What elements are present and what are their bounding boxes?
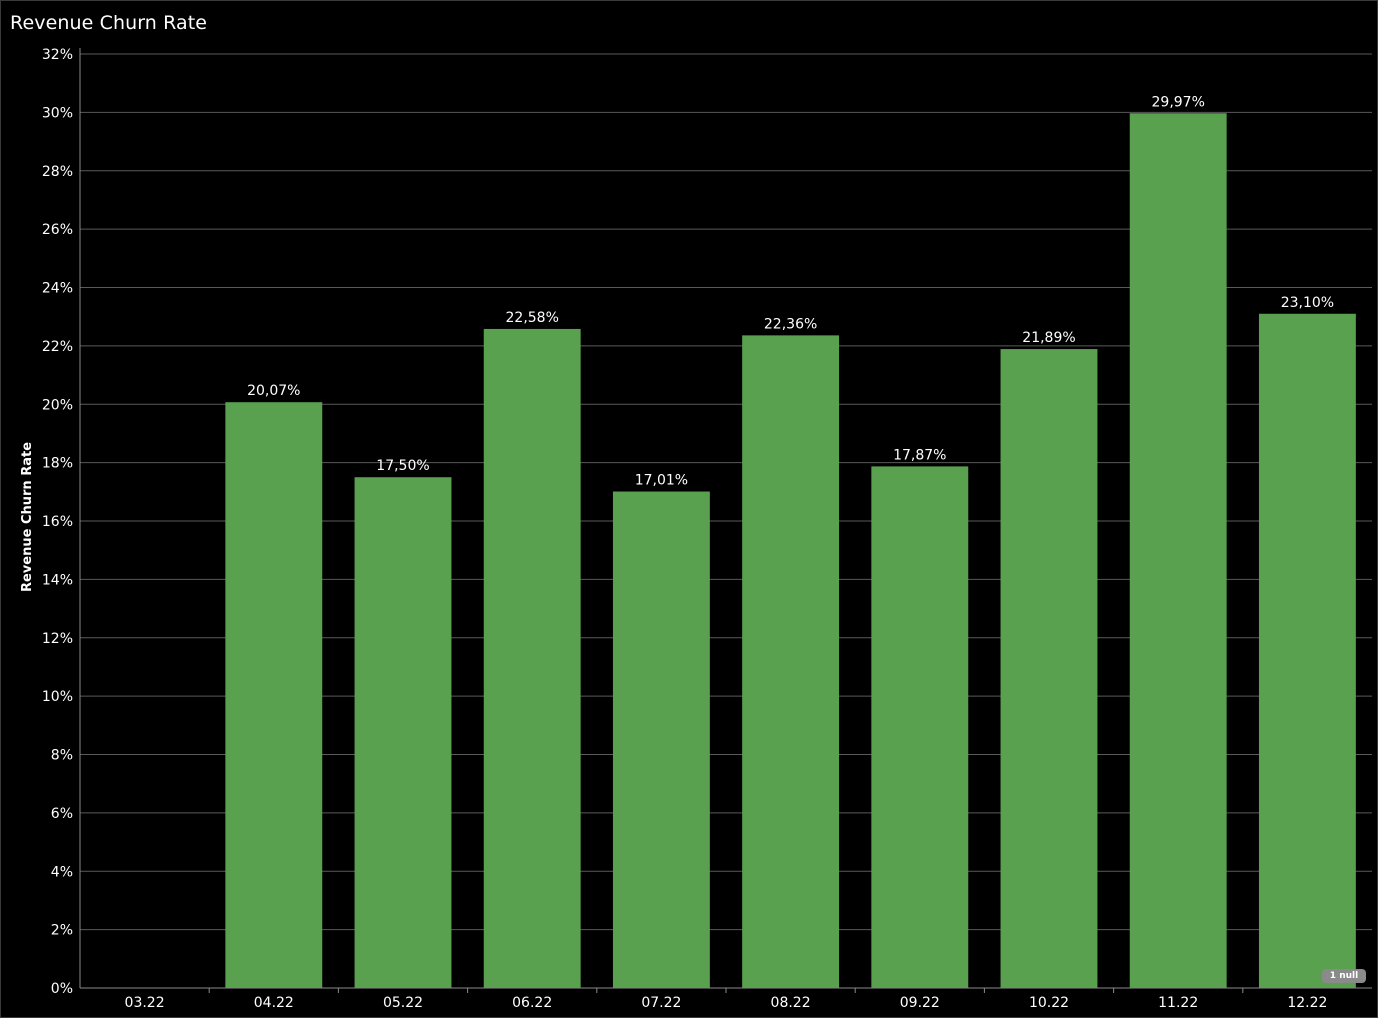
x-tick-label: 08.22 bbox=[771, 995, 811, 1011]
y-tick-label: 2% bbox=[51, 923, 73, 939]
y-tick-label: 12% bbox=[42, 631, 73, 647]
bar-value-label: 22,36% bbox=[764, 316, 817, 332]
bar-04-22[interactable] bbox=[225, 402, 323, 988]
bar-12-22[interactable] bbox=[1258, 313, 1356, 988]
bar-value-label: 22,58% bbox=[506, 310, 559, 326]
y-tick-label: 22% bbox=[42, 339, 73, 355]
y-tick-label: 0% bbox=[51, 981, 73, 997]
null-count-badge[interactable]: 1 null bbox=[1322, 969, 1366, 983]
bar-value-label: 21,89% bbox=[1022, 330, 1075, 346]
y-tick-label: 6% bbox=[51, 806, 73, 822]
x-tick-label: 09.22 bbox=[900, 995, 940, 1011]
y-tick-label: 30% bbox=[42, 105, 73, 121]
chart-title: Revenue Churn Rate bbox=[10, 12, 208, 34]
y-tick-label: 26% bbox=[42, 222, 73, 238]
y-tick-label: 28% bbox=[42, 164, 73, 180]
y-tick-label: 24% bbox=[42, 281, 73, 297]
bar-value-label: 23,10% bbox=[1281, 295, 1334, 311]
x-tick-label: 07.22 bbox=[641, 995, 681, 1011]
x-tick-label: 11.22 bbox=[1158, 995, 1198, 1011]
bar-07-22[interactable] bbox=[612, 491, 710, 988]
bar-value-label: 17,87% bbox=[893, 447, 946, 463]
bar-08-22[interactable] bbox=[742, 335, 840, 988]
y-tick-label: 8% bbox=[51, 748, 73, 764]
y-axis-title: Revenue Churn Rate bbox=[20, 442, 35, 592]
bar-09-22[interactable] bbox=[871, 466, 969, 988]
y-tick-label: 20% bbox=[42, 397, 73, 413]
x-tick-label: 12.22 bbox=[1287, 995, 1327, 1011]
bar-06-22[interactable] bbox=[483, 328, 581, 988]
bar-value-label: 20,07% bbox=[247, 383, 300, 399]
x-tick-label: 04.22 bbox=[254, 995, 294, 1011]
bar-value-labels: 20,07% 17,50% 22,58% 17,01% 22,36% 17,87% 21,8… bbox=[247, 94, 1334, 488]
x-tick-label: 05.22 bbox=[383, 995, 423, 1011]
x-tick-label: 03.22 bbox=[125, 995, 165, 1011]
y-axis-ticks: 0% 2% 4% 6% 8% 10% 12% 14% 16% 18% 20% 22% 24% 26% 28%… bbox=[42, 47, 73, 997]
y-tick-label: 32% bbox=[42, 47, 73, 63]
y-tick-label: 10% bbox=[42, 689, 73, 705]
y-tick-label: 14% bbox=[42, 572, 73, 588]
y-tick-label: 16% bbox=[42, 514, 73, 530]
x-axis-ticks: 03.22 04.22 05.22 06.22 07.22 08.22 09.22 10.22… bbox=[125, 988, 1327, 1011]
y-tick-label: 18% bbox=[42, 456, 73, 472]
bar-05-22[interactable] bbox=[354, 477, 452, 988]
bar-10-22[interactable] bbox=[1000, 349, 1098, 988]
bar-value-label: 29,97% bbox=[1152, 94, 1205, 110]
x-tick-label: 10.22 bbox=[1029, 995, 1069, 1011]
y-tick-label: 4% bbox=[51, 864, 73, 880]
bar-value-label: 17,01% bbox=[635, 473, 688, 489]
bar-value-label: 17,50% bbox=[376, 458, 429, 474]
bars bbox=[225, 113, 1356, 989]
bar-11-22[interactable] bbox=[1129, 113, 1227, 989]
x-tick-label: 06.22 bbox=[512, 995, 552, 1011]
